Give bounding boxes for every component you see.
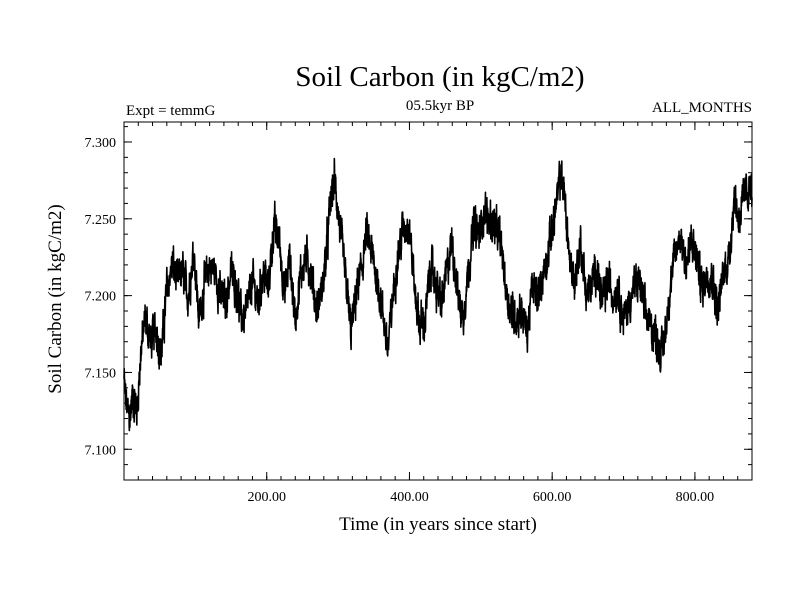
tick-labels: 200.00 400.00 600.00 800.00 7.100 7.150 7.200 7… xyxy=(85,136,715,505)
y-axis-label: Soil Carbon (in kgC/m2) xyxy=(45,204,66,393)
experiment-label: Expt = temmG xyxy=(126,103,215,119)
x-tick-label: 200.00 xyxy=(247,490,286,505)
y-tick-label: 7.200 xyxy=(85,290,117,305)
y-tick-label: 7.300 xyxy=(85,136,117,151)
chart-title: Soil Carbon (in kgC/m2) xyxy=(295,61,584,93)
x-tick-label: 600.00 xyxy=(533,490,572,505)
period-label: 05.5kyr BP xyxy=(406,98,474,114)
x-axis-label: Time (in years since start) xyxy=(339,514,537,535)
months-label: ALL_MONTHS xyxy=(652,100,752,116)
plot-frame xyxy=(123,121,753,481)
data-series-line xyxy=(123,157,753,432)
y-tick-label: 7.100 xyxy=(85,443,117,458)
y-tick-label: 7.250 xyxy=(85,213,117,228)
y-tick-label: 7.150 xyxy=(85,366,117,381)
x-tick-label: 800.00 xyxy=(676,490,715,505)
x-tick-label: 400.00 xyxy=(390,490,429,505)
plot-area xyxy=(123,157,753,432)
